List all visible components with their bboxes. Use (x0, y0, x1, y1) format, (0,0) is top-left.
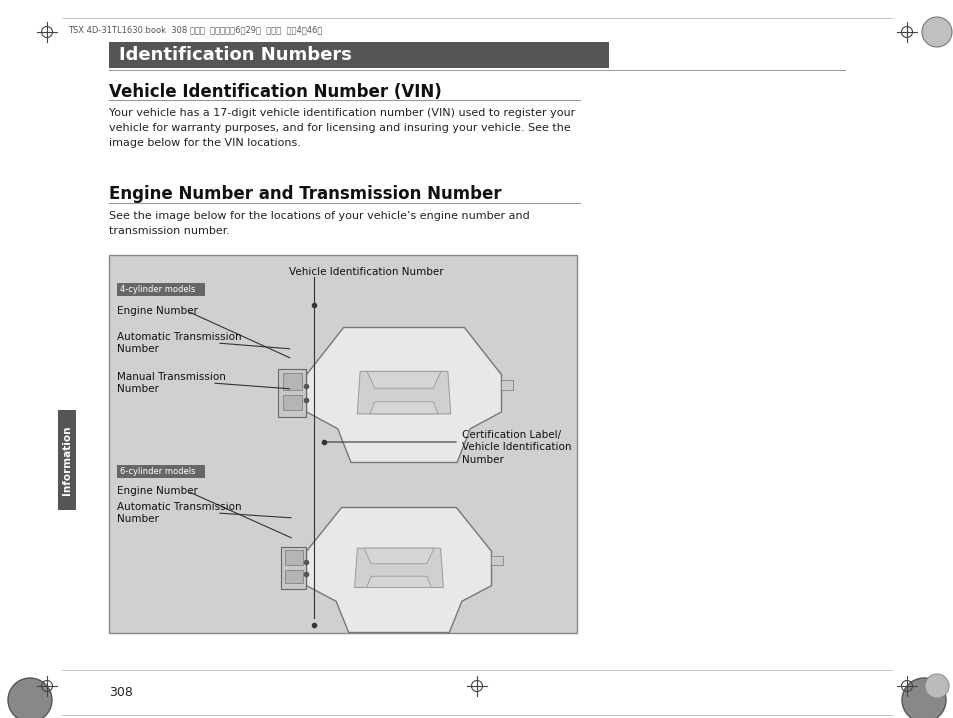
Text: Manual Transmission
Number: Manual Transmission Number (117, 372, 226, 394)
Bar (294, 380, 306, 390)
Circle shape (924, 674, 948, 698)
Bar (285, 551, 302, 565)
Bar (282, 396, 302, 410)
Text: See the image below for the locations of your vehicle’s engine number and
transm: See the image below for the locations of… (109, 211, 529, 236)
Polygon shape (355, 548, 443, 587)
Text: Engine Number: Engine Number (117, 486, 197, 496)
Bar (58, 410, 76, 510)
Bar (491, 556, 502, 565)
Polygon shape (306, 327, 501, 462)
Text: TSX 4D-31TL1630.book  308 ページ  ２０１１年6月29日  水曜日  午後4晈46分: TSX 4D-31TL1630.book 308 ページ ２０１１年6月29日 … (68, 26, 322, 34)
Bar (109, 42, 608, 68)
Polygon shape (356, 371, 451, 414)
Text: 4-cylinder models: 4-cylinder models (120, 285, 195, 294)
Bar (117, 465, 205, 478)
Circle shape (901, 678, 945, 718)
Text: Engine Number and Transmission Number: Engine Number and Transmission Number (109, 185, 501, 203)
Polygon shape (363, 548, 434, 564)
Text: Information: Information (62, 425, 71, 495)
Polygon shape (306, 508, 491, 633)
Text: Engine Number: Engine Number (117, 306, 197, 316)
Text: 6-cylinder models: 6-cylinder models (120, 467, 195, 476)
Bar (117, 283, 205, 296)
Polygon shape (366, 577, 431, 587)
Text: Your vehicle has a 17-digit vehicle identification number (VIN) used to register: Your vehicle has a 17-digit vehicle iden… (109, 108, 575, 148)
Bar (281, 547, 306, 589)
Text: Identification Numbers: Identification Numbers (119, 46, 352, 64)
Circle shape (8, 678, 52, 718)
Text: Certification Label/
Vehicle Identification
Number: Certification Label/ Vehicle Identificat… (461, 430, 571, 465)
Circle shape (921, 17, 951, 47)
Text: Automatic Transmission
Number: Automatic Transmission Number (117, 502, 241, 524)
Bar (501, 380, 513, 390)
Bar (285, 570, 302, 583)
Text: Vehicle Identification Number (VIN): Vehicle Identification Number (VIN) (109, 83, 441, 101)
Bar (278, 369, 306, 417)
Bar (295, 556, 306, 565)
Text: Vehicle Identification Number: Vehicle Identification Number (289, 267, 443, 277)
Text: 308: 308 (109, 686, 132, 699)
Bar (282, 373, 302, 390)
Bar (109, 255, 577, 633)
Text: Automatic Transmission
Number: Automatic Transmission Number (117, 332, 241, 354)
Polygon shape (370, 402, 437, 414)
Polygon shape (367, 371, 440, 388)
